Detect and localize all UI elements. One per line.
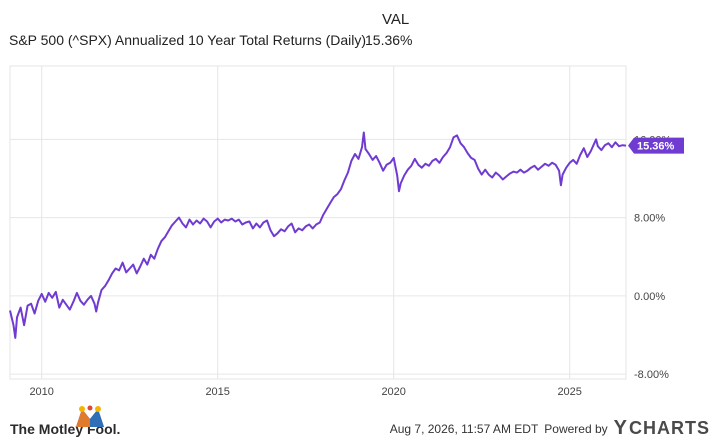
y-tick-label: 0.00%	[634, 291, 665, 303]
y-tick-label: -8.00%	[634, 369, 669, 381]
current-value-tag-bg	[628, 137, 684, 154]
series-value: 15.36%	[365, 32, 413, 48]
footer-attribution: Aug 7, 2026, 11:57 AM EDT Powered by Y CH…	[390, 417, 710, 440]
ycharts-logo-text: CHARTS	[629, 418, 710, 438]
footer: The Motley Fool. Aug 7, 2026, 11:57 AM E…	[0, 405, 720, 441]
jester-hat-icon	[76, 405, 104, 427]
legend-header: VAL S&P 500 (^SPX) Annualized 10 Year To…	[0, 0, 720, 56]
timestamp: Aug 7, 2026, 11:57 AM EDT	[389, 421, 539, 436]
powered-by-label: Powered by	[544, 421, 608, 436]
val-column-header: VAL	[382, 11, 410, 28]
x-tick-label: 2025	[557, 386, 581, 398]
x-tick-label: 2020	[381, 386, 405, 398]
series-line	[9, 131, 627, 339]
ycharts-y-icon: Y	[613, 417, 628, 439]
series-layer	[9, 131, 627, 339]
plot-frame	[9, 65, 627, 380]
series-name: S&P 500 (^SPX) Annualized 10 Year Total …	[9, 32, 367, 48]
gridlines	[10, 66, 626, 379]
x-tick-label: 2010	[29, 386, 53, 398]
current-value-tag: 15.36%	[628, 137, 684, 154]
x-tick-label: 2015	[205, 386, 229, 398]
axis-frame	[9, 65, 627, 380]
ycharts-logo[interactable]: Y CHARTS	[614, 417, 710, 440]
current-value-tag-label: 15.36%	[637, 141, 675, 153]
y-tick-label: 8.00%	[634, 213, 665, 225]
